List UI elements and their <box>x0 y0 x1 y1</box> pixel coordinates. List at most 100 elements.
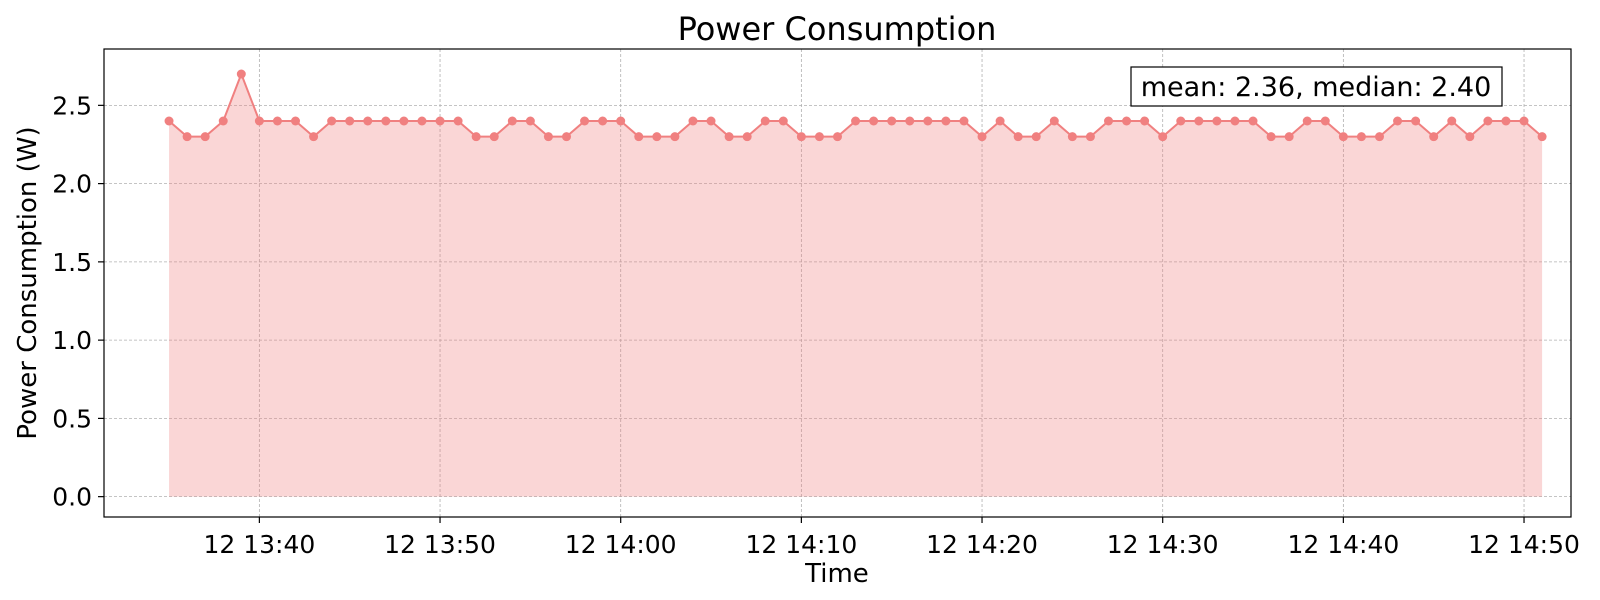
data-point <box>1140 116 1150 126</box>
y-tick-label: 0.5 <box>52 404 92 433</box>
points-layer <box>164 69 1547 142</box>
data-point <box>760 116 770 126</box>
data-point <box>869 116 879 126</box>
data-point <box>923 116 933 126</box>
data-point <box>580 116 590 126</box>
data-point <box>1067 132 1077 142</box>
data-point <box>327 116 337 126</box>
data-point <box>363 116 373 126</box>
data-point <box>616 116 626 126</box>
data-point <box>688 116 698 126</box>
data-point <box>525 116 535 126</box>
data-point <box>706 116 716 126</box>
data-point <box>291 116 301 126</box>
ticks-layer: 12 13:40 12 13:50 12 14:00 12 14:10 12 14:20… <box>52 91 1580 559</box>
data-point <box>182 132 192 142</box>
plot-frame <box>103 48 1572 518</box>
data-point <box>1356 132 1366 142</box>
x-tick-label: 12 14:50 <box>1468 530 1580 559</box>
data-point <box>1519 116 1529 126</box>
data-point <box>1320 116 1330 126</box>
data-point <box>1176 116 1186 126</box>
data-point <box>381 116 391 126</box>
data-point <box>1483 116 1493 126</box>
data-point <box>814 132 824 142</box>
data-point <box>941 116 951 126</box>
data-point <box>959 116 969 126</box>
data-point <box>1230 116 1240 126</box>
data-point <box>851 116 861 126</box>
data-point <box>1266 132 1276 142</box>
data-point <box>670 132 680 142</box>
data-point <box>1248 116 1258 126</box>
data-point <box>1501 116 1511 126</box>
stats-annotation-box <box>1130 66 1503 107</box>
data-point <box>1338 132 1348 142</box>
x-tick-label: 12 14:10 <box>745 530 857 559</box>
data-point <box>471 132 481 142</box>
data-point <box>724 132 734 142</box>
data-point <box>1429 132 1439 142</box>
data-point <box>634 132 644 142</box>
data-point <box>887 116 897 126</box>
data-point <box>543 132 553 142</box>
data-point <box>796 132 806 142</box>
data-point <box>254 116 264 126</box>
data-point <box>1411 116 1421 126</box>
x-tick-label: 12 13:50 <box>384 530 496 559</box>
data-point <box>1212 116 1222 126</box>
data-point <box>399 116 409 126</box>
data-point <box>905 116 915 126</box>
data-point <box>1049 116 1059 126</box>
y-tick-label: 2.0 <box>52 170 92 199</box>
data-point <box>1194 116 1204 126</box>
y-axis-label: Power Consumption (W) <box>13 126 43 439</box>
data-point <box>453 116 463 126</box>
y-tick-label: 1.0 <box>52 326 92 355</box>
y-tick-label: 0.0 <box>52 483 92 512</box>
data-point <box>345 116 355 126</box>
data-point <box>489 132 499 142</box>
data-point <box>309 132 319 142</box>
data-point <box>1465 132 1475 142</box>
data-point <box>1537 132 1547 142</box>
stats-annotation: mean: 2.36, median: 2.40 <box>1130 66 1503 107</box>
x-axis-label: Time <box>804 559 869 589</box>
data-point <box>742 132 752 142</box>
data-point <box>778 116 788 126</box>
data-point <box>435 116 445 126</box>
x-tick-label: 12 14:20 <box>926 530 1038 559</box>
data-point <box>1085 132 1095 142</box>
x-tick-label: 12 14:40 <box>1287 530 1399 559</box>
data-point <box>236 69 246 79</box>
stats-annotation-text: mean: 2.36, median: 2.40 <box>1141 72 1492 103</box>
data-point <box>1393 116 1403 126</box>
area-fill <box>169 74 1543 497</box>
data-point <box>1374 132 1384 142</box>
data-point <box>1013 132 1023 142</box>
data-point <box>272 116 282 126</box>
data-point <box>833 132 842 142</box>
data-point <box>1447 116 1457 126</box>
data-point <box>977 132 987 142</box>
x-tick-label: 12 13:40 <box>203 530 315 559</box>
x-tick-label: 12 14:30 <box>1107 530 1219 559</box>
data-point <box>1103 116 1113 126</box>
x-tick-label: 12 14:00 <box>565 530 677 559</box>
data-point <box>1284 132 1294 142</box>
data-point <box>652 132 662 142</box>
data-point <box>417 116 427 126</box>
data-point <box>1158 132 1168 142</box>
data-point <box>995 116 1005 126</box>
data-point <box>1031 132 1041 142</box>
grid-layer <box>104 49 1571 517</box>
data-point <box>598 116 608 126</box>
y-tick-label: 2.5 <box>52 91 92 120</box>
data-point <box>507 116 517 126</box>
data-point <box>218 116 228 126</box>
chart-title: Power Consumption <box>678 10 997 48</box>
area-layer <box>169 74 1543 497</box>
data-point <box>200 132 210 142</box>
data-point <box>164 116 174 126</box>
y-tick-label: 1.5 <box>52 248 92 277</box>
